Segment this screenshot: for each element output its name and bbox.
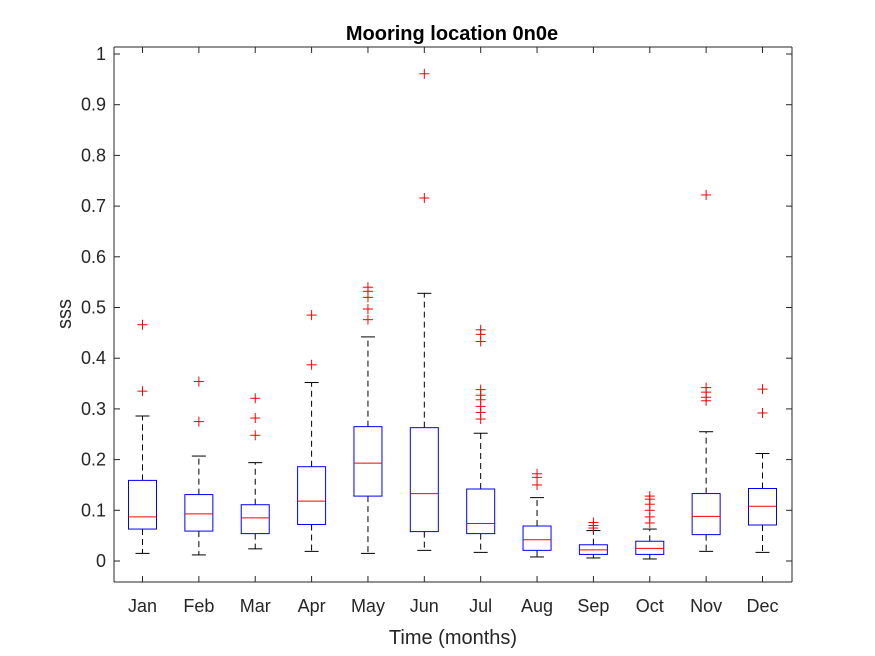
iqr-box xyxy=(297,466,327,525)
y-tick-label: 0 xyxy=(96,551,106,571)
y-tick-label: 1 xyxy=(96,44,106,64)
y-tick-label: 0.1 xyxy=(81,500,106,520)
outlier-marker xyxy=(475,324,486,335)
box-group-feb xyxy=(184,376,214,556)
x-tick-label-jan: Jan xyxy=(128,596,157,616)
box-group-nov xyxy=(691,189,721,552)
box-group-apr xyxy=(297,310,327,552)
x-axis-label: Time (months) xyxy=(389,627,517,649)
x-tick-label-dec: Dec xyxy=(746,596,778,616)
y-tick-label: 0.8 xyxy=(81,145,106,165)
outlier-marker xyxy=(362,304,373,315)
y-tick-label: 0.5 xyxy=(81,298,106,318)
outlier-marker xyxy=(193,416,204,427)
y-axis-label: sss xyxy=(54,299,76,329)
x-tick-label-may: May xyxy=(351,596,385,616)
outlier-marker xyxy=(193,376,204,387)
plot-area xyxy=(114,47,792,582)
x-tick-label-oct: Oct xyxy=(636,596,664,616)
box-group-aug xyxy=(522,468,552,558)
outlier-marker xyxy=(137,386,148,397)
outlier-marker xyxy=(250,393,261,404)
outlier-marker xyxy=(475,384,486,395)
outlier-marker xyxy=(419,68,430,79)
iqr-box xyxy=(635,540,665,555)
iqr-box xyxy=(522,525,552,551)
outlier-marker xyxy=(701,382,712,393)
x-tick-label-jul: Jul xyxy=(469,596,492,616)
iqr-box xyxy=(409,427,439,533)
box-layer xyxy=(128,68,777,560)
outlier-marker xyxy=(137,319,148,330)
outlier-marker xyxy=(306,310,317,321)
chart-title: Mooring location 0n0e xyxy=(346,23,558,45)
x-tick-label-nov: Nov xyxy=(690,596,722,616)
x-tick-label-sep: Sep xyxy=(577,596,609,616)
outlier-marker xyxy=(532,468,543,479)
box-group-jul xyxy=(466,324,496,553)
x-tick-label-aug: Aug xyxy=(521,596,553,616)
y-tick-label: 0.9 xyxy=(81,95,106,115)
iqr-box xyxy=(353,426,383,497)
outlier-marker xyxy=(588,517,599,528)
outlier-marker xyxy=(250,413,261,424)
outlier-marker xyxy=(757,407,768,418)
box-group-dec xyxy=(748,384,777,553)
y-tick-label: 0.3 xyxy=(81,399,106,419)
box-group-mar xyxy=(240,393,270,550)
iqr-box xyxy=(748,487,777,526)
box-group-jan xyxy=(128,319,157,554)
x-tick-label-jun: Jun xyxy=(410,596,439,616)
x-tick-label-feb: Feb xyxy=(183,596,214,616)
outlier-marker xyxy=(757,384,768,395)
outlier-marker xyxy=(250,430,261,441)
outlier-marker xyxy=(419,192,430,203)
iqr-box xyxy=(184,494,214,532)
box-group-sep xyxy=(578,517,608,559)
outlier-marker xyxy=(362,314,373,325)
y-tick-label: 0.2 xyxy=(81,450,106,470)
iqr-box xyxy=(240,504,270,535)
iqr-box xyxy=(128,479,157,530)
outlier-marker xyxy=(306,359,317,370)
y-tick-label: 0.4 xyxy=(81,348,106,368)
iqr-box xyxy=(466,488,496,535)
box-group-may xyxy=(353,282,383,554)
box-group-jun xyxy=(409,68,439,551)
y-tick-label: 0.7 xyxy=(81,196,106,216)
iqr-box xyxy=(691,493,721,536)
box-group-oct xyxy=(635,491,665,560)
outlier-marker xyxy=(701,189,712,200)
outlier-marker xyxy=(362,282,373,293)
outlier-marker xyxy=(644,491,655,502)
y-tick-label: 0.6 xyxy=(81,247,106,267)
x-tick-label-mar: Mar xyxy=(240,596,271,616)
axis-layer: 0 0.1 0.2 0.3 0.4 0.5 0.6 0.7 0.8 0.9 1 Jan Feb Mar Ap… xyxy=(81,44,793,616)
x-tick-label-apr: Apr xyxy=(298,596,326,616)
